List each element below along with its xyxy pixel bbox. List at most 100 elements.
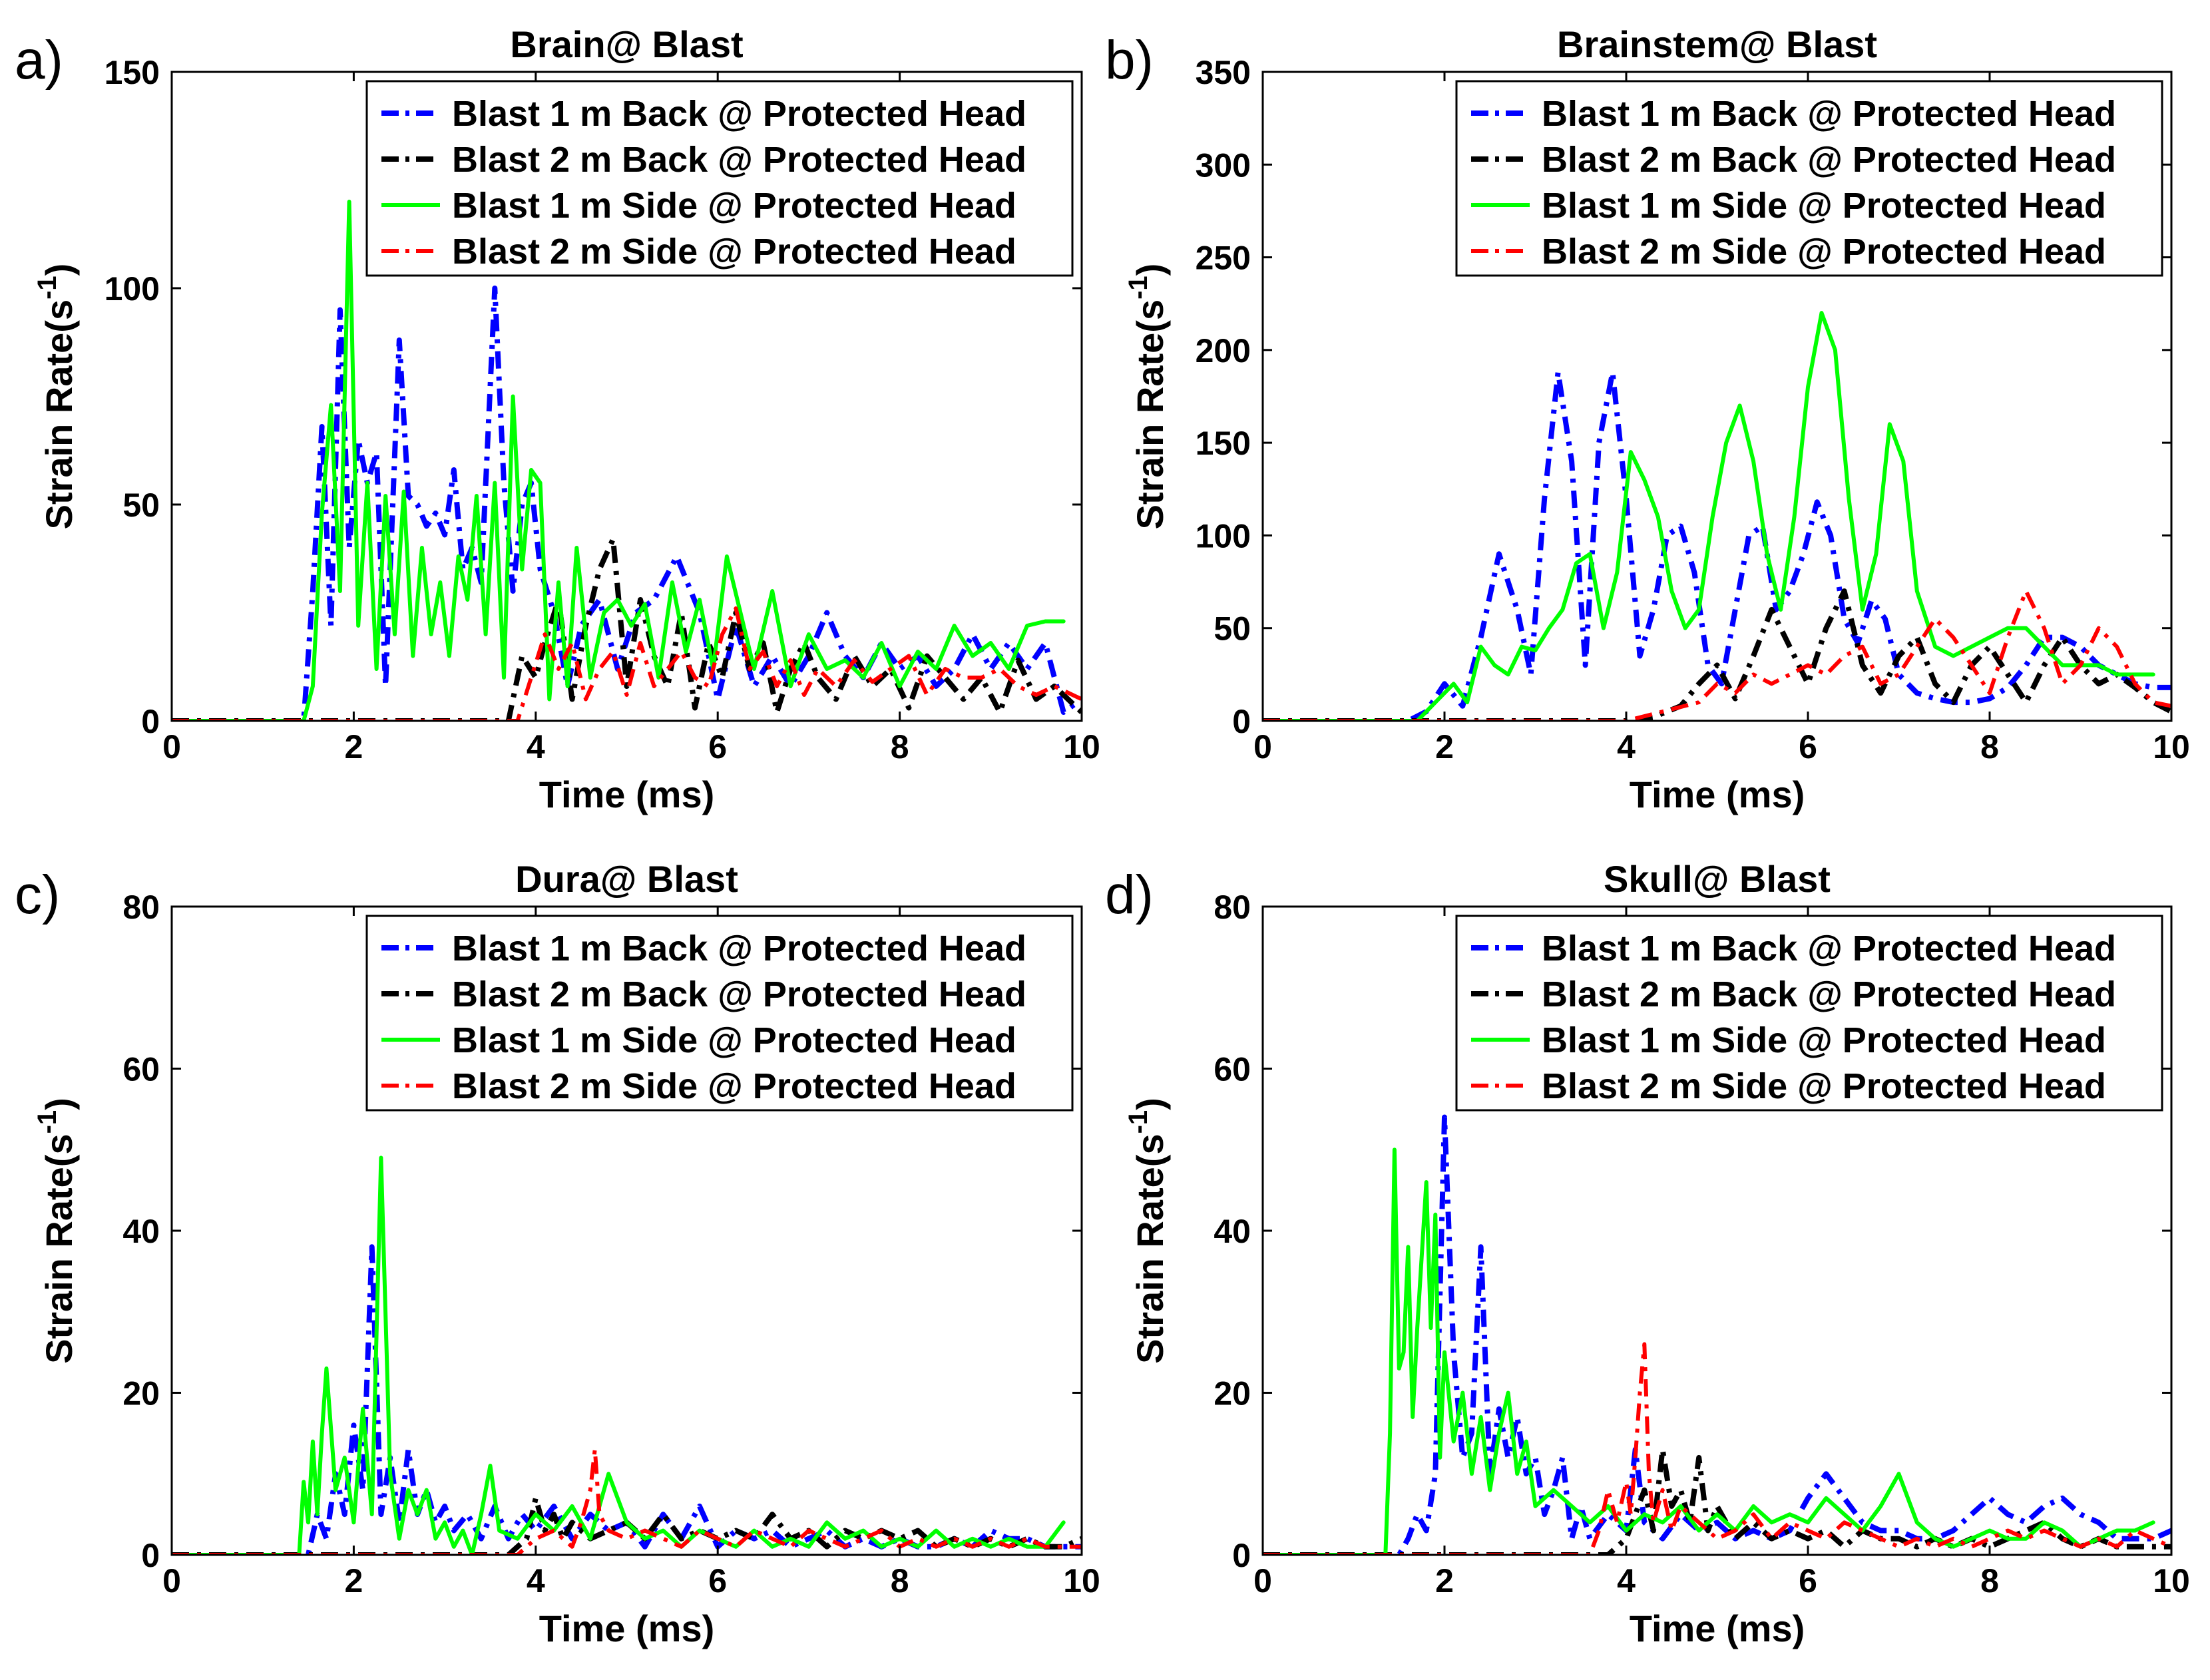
series-line-3 bbox=[1263, 589, 2171, 721]
panel-letter: b) bbox=[1105, 30, 1154, 91]
chart-title: Brainstem@ Blast bbox=[1557, 23, 1877, 65]
y-tick-label: 20 bbox=[1214, 1375, 1251, 1412]
x-tick-label: 2 bbox=[1435, 728, 1454, 765]
series-line-2 bbox=[1263, 311, 2155, 721]
legend-box bbox=[365, 80, 1074, 277]
y-tick-label: 150 bbox=[105, 54, 160, 91]
x-tick-label: 6 bbox=[708, 1562, 727, 1599]
series-line-2 bbox=[1263, 1148, 2155, 1555]
x-tick-label: 2 bbox=[344, 728, 363, 765]
chart-title: Skull@ Blast bbox=[1604, 858, 1831, 900]
y-tick-label: 80 bbox=[122, 889, 160, 926]
legend-label-2: Blast 1 m Side @ Protected Head bbox=[1542, 1020, 2106, 1060]
series-line-1 bbox=[172, 1495, 1082, 1555]
y-tick-label: 0 bbox=[141, 703, 160, 740]
series-line-2 bbox=[172, 200, 1066, 721]
x-tick-label: 8 bbox=[891, 728, 909, 765]
chart-panel-3: d) Skull@ Blast 0 2 4 6 8 10 0 20 40 60 80 Time (ms) S… bbox=[1105, 858, 2190, 1649]
y-tick-label: 60 bbox=[122, 1051, 160, 1088]
y-tick-label: 80 bbox=[1214, 889, 1251, 926]
legend-label-3: Blast 2 m Side @ Protected Head bbox=[1542, 232, 2106, 272]
legend-label-2: Blast 1 m Side @ Protected Head bbox=[1542, 186, 2106, 226]
x-tick-label: 4 bbox=[1617, 728, 1636, 765]
legend-box bbox=[1455, 80, 2163, 277]
legend-label-3: Blast 2 m Side @ Protected Head bbox=[1542, 1066, 2106, 1106]
x-tick-label: 10 bbox=[1063, 728, 1100, 765]
series-line-0 bbox=[1263, 1114, 2171, 1555]
legend: Blast 1 m Back @ Protected Head Blast 2 m… bbox=[1455, 915, 2163, 1112]
x-tick-label: 0 bbox=[162, 1562, 181, 1599]
y-tick-label: 100 bbox=[1196, 517, 1251, 554]
y-tick-label: 100 bbox=[105, 270, 160, 308]
chart-title: Dura@ Blast bbox=[515, 858, 738, 900]
y-tick-label: 50 bbox=[122, 487, 160, 524]
series-line-3 bbox=[1263, 1342, 2171, 1555]
series-group bbox=[1263, 1114, 2171, 1555]
x-tick-label: 10 bbox=[2153, 1562, 2190, 1599]
legend-label-2: Blast 1 m Side @ Protected Head bbox=[452, 186, 1016, 226]
y-tick-label: 60 bbox=[1214, 1051, 1251, 1088]
x-tick-label: 0 bbox=[1253, 728, 1272, 765]
axes-box bbox=[1261, 71, 2173, 722]
series-line-0 bbox=[1263, 369, 2171, 721]
x-tick-label: 2 bbox=[344, 1562, 363, 1599]
y-tick-label: 350 bbox=[1196, 54, 1251, 91]
x-tick-label: 4 bbox=[527, 728, 545, 765]
legend: Blast 1 m Back @ Protected Head Blast 2 m… bbox=[1455, 80, 2163, 277]
x-tick-label: 6 bbox=[1799, 1562, 1817, 1599]
chart-title: Brain@ Blast bbox=[510, 23, 743, 65]
legend: Blast 1 m Back @ Protected Head Blast 2 m… bbox=[365, 915, 1074, 1112]
legend-label-0: Blast 1 m Back @ Protected Head bbox=[1542, 94, 2116, 134]
y-tick-label: 0 bbox=[1232, 703, 1251, 740]
x-tick-label: 8 bbox=[1980, 728, 1999, 765]
series-group bbox=[1263, 311, 2171, 721]
legend-box bbox=[365, 915, 1074, 1112]
y-tick-label: 20 bbox=[122, 1375, 160, 1412]
series-line-2 bbox=[172, 1155, 1066, 1555]
y-tick-label: 150 bbox=[1196, 425, 1251, 462]
series-line-1 bbox=[172, 536, 1082, 721]
y-tick-label: 250 bbox=[1196, 240, 1251, 277]
legend-label-2: Blast 1 m Side @ Protected Head bbox=[452, 1020, 1016, 1060]
panel-letter: a) bbox=[15, 30, 63, 91]
series-line-1 bbox=[1263, 1446, 2171, 1555]
series-group bbox=[172, 1155, 1082, 1555]
legend-label-3: Blast 2 m Side @ Protected Head bbox=[452, 232, 1016, 272]
legend-label-0: Blast 1 m Back @ Protected Head bbox=[1542, 929, 2116, 968]
y-axis-label: Strain Rate(s-1) bbox=[1124, 264, 1171, 530]
legend-box bbox=[1455, 915, 2163, 1112]
legend-label-1: Blast 2 m Back @ Protected Head bbox=[452, 974, 1026, 1014]
series-line-3 bbox=[172, 606, 1082, 721]
y-tick-label: 40 bbox=[122, 1213, 160, 1250]
y-tick-label: 300 bbox=[1196, 146, 1251, 184]
legend-label-0: Blast 1 m Back @ Protected Head bbox=[452, 929, 1026, 968]
legend: Blast 1 m Back @ Protected Head Blast 2 m… bbox=[365, 80, 1074, 277]
legend-label-0: Blast 1 m Back @ Protected Head bbox=[452, 94, 1026, 134]
chart-panel-2: c) Dura@ Blast 0 2 4 6 8 10 0 20 40 60 80 Time (ms) St… bbox=[15, 858, 1100, 1649]
x-tick-label: 4 bbox=[527, 1562, 545, 1599]
y-axis-label: Strain Rate(s-1) bbox=[1124, 1098, 1171, 1364]
x-tick-label: 10 bbox=[2153, 728, 2190, 765]
x-tick-label: 6 bbox=[708, 728, 727, 765]
x-tick-label: 0 bbox=[1253, 1562, 1272, 1599]
y-tick-label: 50 bbox=[1214, 610, 1251, 648]
y-axis-label: Strain Rate(s-1) bbox=[33, 1098, 80, 1364]
x-axis-label: Time (ms) bbox=[539, 773, 714, 815]
x-axis-label: Time (ms) bbox=[1630, 773, 1805, 815]
x-tick-label: 2 bbox=[1435, 1562, 1454, 1599]
legend-label-3: Blast 2 m Side @ Protected Head bbox=[452, 1066, 1016, 1106]
x-tick-label: 4 bbox=[1617, 1562, 1636, 1599]
panel-letter: c) bbox=[15, 865, 60, 925]
x-axis-label: Time (ms) bbox=[539, 1607, 714, 1649]
legend-label-1: Blast 2 m Back @ Protected Head bbox=[452, 140, 1026, 180]
x-tick-label: 0 bbox=[162, 728, 181, 765]
legend-label-1: Blast 2 m Back @ Protected Head bbox=[1542, 140, 2116, 180]
legend-label-1: Blast 2 m Back @ Protected Head bbox=[1542, 974, 2116, 1014]
y-tick-label: 200 bbox=[1196, 332, 1251, 369]
series-line-0 bbox=[172, 286, 1082, 721]
x-axis-label: Time (ms) bbox=[1630, 1607, 1805, 1649]
y-tick-label: 0 bbox=[141, 1537, 160, 1574]
x-tick-label: 8 bbox=[891, 1562, 909, 1599]
